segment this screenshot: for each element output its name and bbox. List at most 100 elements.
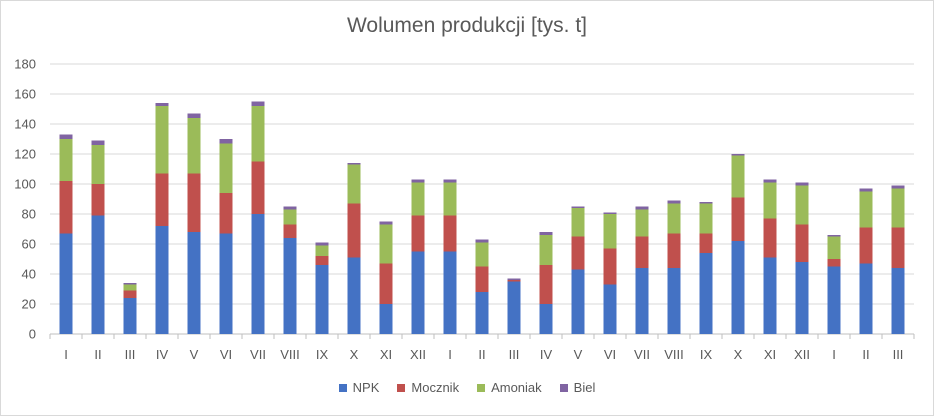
bar-segment-amoniak (795, 185, 809, 225)
bar-segment-mocznik (443, 215, 457, 252)
x-tick-label: VI (220, 347, 232, 362)
x-tick-label: XI (764, 347, 776, 362)
bar-segment-amoniak (667, 203, 681, 234)
bar-segment-amoniak (91, 145, 105, 184)
x-tick-label: XI (380, 347, 392, 362)
bar-segment-mocznik (155, 173, 169, 226)
bar-segment-biel (59, 134, 73, 139)
x-tick-label: VII (634, 347, 650, 362)
bar-segment-mocznik (187, 173, 201, 232)
x-tick-label: IX (316, 347, 329, 362)
x-tick-label: VIII (664, 347, 684, 362)
bar-segment-npk (219, 233, 233, 334)
bar-segment-npk (571, 269, 585, 334)
bar-segment-biel (155, 103, 169, 106)
x-tick-label: IV (540, 347, 553, 362)
bar-segment-npk (603, 284, 617, 334)
bar-segment-npk (155, 226, 169, 334)
bar-segment-amoniak (539, 235, 553, 265)
bar-segment-mocznik (571, 236, 585, 270)
y-tick-label: 0 (29, 327, 36, 342)
y-tick-label: 60 (22, 237, 36, 252)
x-tick-label: II (862, 347, 869, 362)
bar-segment-amoniak (699, 203, 713, 234)
bar-segment-amoniak (827, 236, 841, 259)
bar-segment-biel (827, 235, 841, 237)
x-tick-label: I (64, 347, 68, 362)
bar-segment-amoniak (123, 284, 137, 291)
bar-segment-mocznik (763, 218, 777, 258)
bar-segment-mocznik (59, 181, 73, 234)
x-tick-label: VI (604, 347, 616, 362)
bar-segment-npk (731, 241, 745, 334)
bar-segment-mocznik (251, 161, 265, 214)
bar-segment-npk (539, 304, 553, 334)
bar-segment-npk (859, 263, 873, 334)
bar-segment-mocznik (347, 203, 361, 258)
bar-segment-biel (699, 202, 713, 204)
bar-segment-amoniak (219, 143, 233, 193)
legend-item-biel: Biel (559, 380, 596, 395)
bar-segment-npk (283, 238, 297, 334)
bar-segment-mocznik (315, 256, 329, 265)
y-tick-label: 180 (14, 57, 36, 72)
x-tick-label: X (734, 347, 743, 362)
y-tick-label: 120 (14, 147, 36, 162)
bar-segment-biel (891, 185, 905, 189)
legend-item-amoniak: Amoniak (477, 380, 542, 395)
bar-segment-mocznik (891, 227, 905, 268)
y-tick-label: 80 (22, 207, 36, 222)
x-tick-label: II (94, 347, 101, 362)
y-tick-label: 100 (14, 177, 36, 192)
bar-segment-npk (123, 298, 137, 334)
x-tick-label: I (832, 347, 836, 362)
y-tick-label: 20 (22, 297, 36, 312)
bar-segment-biel (635, 206, 649, 210)
bar-segment-mocznik (219, 193, 233, 234)
bar-segment-amoniak (635, 209, 649, 237)
bar-segment-amoniak (187, 118, 201, 174)
bar-segment-npk (347, 257, 361, 334)
y-tick-label: 160 (14, 87, 36, 102)
x-tick-label: IV (156, 347, 169, 362)
bar-segment-mocznik (827, 259, 841, 267)
legend-label: Biel (573, 380, 596, 395)
bar-segment-npk (411, 251, 425, 334)
bar-segment-mocznik (283, 224, 297, 238)
legend-item-mocznik: Mocznik (397, 380, 459, 395)
chart-legend: NPK Mocznik Amoniak Biel (0, 380, 934, 395)
bar-segment-npk (379, 304, 393, 334)
x-tick-label: VIII (280, 347, 300, 362)
bar-segment-mocznik (475, 266, 489, 292)
bar-segment-npk (635, 268, 649, 334)
x-tick-label: V (574, 347, 583, 362)
bar-segment-amoniak (443, 182, 457, 216)
x-tick-label: XII (410, 347, 426, 362)
bar-segment-amoniak (379, 224, 393, 264)
x-tick-label: V (190, 347, 199, 362)
bar-segment-mocznik (699, 233, 713, 253)
bar-segment-npk (91, 215, 105, 334)
bar-segment-npk (443, 251, 457, 334)
bar-segment-biel (347, 163, 361, 165)
legend-label: NPK (352, 380, 380, 395)
x-tick-label: XII (794, 347, 810, 362)
y-tick-label: 40 (22, 267, 36, 282)
bar-segment-npk (795, 262, 809, 334)
bar-segment-npk (507, 281, 521, 334)
legend-swatch (559, 383, 568, 392)
x-tick-label: VII (250, 347, 266, 362)
bar-segment-biel (507, 278, 521, 280)
bar-segment-amoniak (155, 106, 169, 174)
bar-segment-biel (315, 242, 329, 246)
bar-segment-npk (187, 232, 201, 334)
bar-segment-biel (251, 101, 265, 106)
bar-segment-mocznik (539, 265, 553, 304)
bar-segment-mocznik (667, 233, 681, 268)
bar-segment-biel (283, 206, 297, 210)
legend-swatch (338, 383, 347, 392)
bar-segment-npk (891, 268, 905, 334)
bar-segment-amoniak (571, 208, 585, 237)
bar-segment-npk (699, 253, 713, 334)
bar-segment-biel (667, 200, 681, 204)
